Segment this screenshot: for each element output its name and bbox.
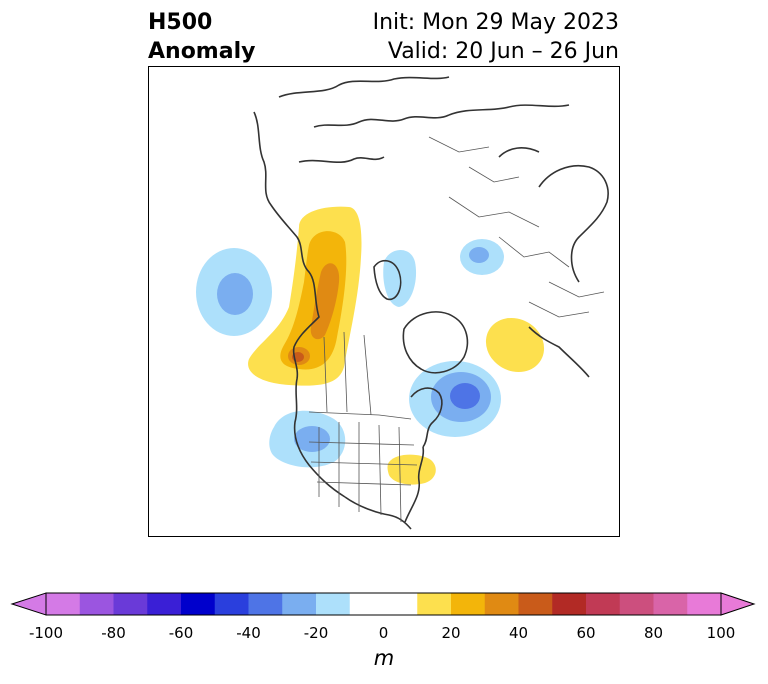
colorbar-tick-label: -40 [236, 624, 261, 642]
colorbar-cell [349, 593, 384, 615]
labrador-newfoundland-negative [409, 361, 501, 437]
colorbar [10, 592, 756, 616]
colorbar-tick-label: 100 [706, 624, 736, 642]
map-svg [196, 76, 609, 530]
colorbar-tick-labels: -100 -80 -60 -40 -20 0 20 40 60 80 100 [0, 624, 768, 644]
colorbar-cell [653, 593, 688, 615]
colorbar-cell [46, 593, 81, 615]
colorbar-cell [383, 593, 418, 615]
colorbar-tick-label: -80 [101, 624, 126, 642]
ohio-valley-positive [387, 454, 436, 485]
western-canada-positive-ridge [248, 206, 362, 386]
colorbar-tick-label: -20 [303, 624, 329, 642]
colorbar-cell [552, 593, 587, 615]
colorbar-cell [214, 593, 249, 615]
title-variable: H500 [148, 10, 213, 35]
colorbar-tick-label: 60 [576, 624, 596, 642]
colorbar-tick-label: 20 [441, 624, 461, 642]
greenland-sea-positive [485, 317, 545, 373]
colorbar-cell [79, 593, 114, 615]
colorbar-tick-label: -100 [28, 624, 64, 642]
colorbar-cell [586, 593, 621, 615]
siberia-negative [460, 239, 504, 275]
hudson-bay-area-negative [383, 249, 417, 307]
colorbar-tick-label: 0 [378, 624, 389, 642]
political-borders [308, 136, 605, 523]
colorbar-cells [46, 593, 722, 615]
colorbar-cell [451, 593, 486, 615]
colorbar-extend-high [720, 592, 756, 616]
colorbar-unit: m [373, 646, 395, 670]
colorbar-cell [113, 593, 148, 615]
valid-period: Valid: 20 Jun – 26 Jun [387, 39, 619, 64]
colorbar-extend-low [10, 592, 47, 616]
colorbar-cell [147, 593, 182, 615]
north-pacific-negative [196, 248, 272, 336]
title-left: H500 Anomaly [148, 8, 255, 66]
colorbar-tick-label: -60 [168, 624, 194, 642]
colorbar-tick-label: 80 [643, 624, 664, 642]
colorbar-cell [316, 593, 351, 615]
coastlines [253, 76, 609, 530]
map-panel [148, 66, 620, 537]
colorbar-cell [417, 593, 452, 615]
western-us-negative [269, 410, 346, 468]
init-date: Init: Mon 29 May 2023 [372, 10, 619, 35]
anomaly-fills [196, 206, 545, 485]
colorbar-cell [518, 593, 553, 615]
colorbar-cell [181, 593, 216, 615]
colorbar-cell [484, 593, 519, 615]
colorbar-cell [282, 593, 317, 615]
colorbar-cell [248, 593, 283, 615]
colorbar-tick-label: 40 [508, 624, 529, 642]
colorbar-cell [619, 593, 654, 615]
title-right: Init: Mon 29 May 2023 Valid: 20 Jun – 26… [373, 8, 619, 66]
colorbar-outline [45, 592, 722, 616]
title-field: Anomaly [148, 39, 256, 64]
colorbar-cell [687, 593, 722, 615]
